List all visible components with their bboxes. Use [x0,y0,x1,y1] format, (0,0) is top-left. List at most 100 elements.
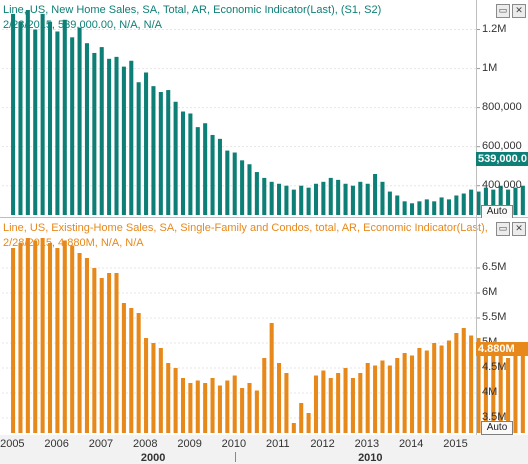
bar [173,101,178,215]
bar [77,253,82,433]
bar [513,355,518,433]
bar [321,370,326,433]
bar [210,134,215,215]
bar [417,201,422,215]
bar [166,90,171,215]
y-axis-divider [476,0,477,217]
bar [107,273,112,433]
restore-window-icon[interactable]: ▭ [496,4,510,18]
bar [217,385,222,433]
bar [262,177,267,215]
x-tick-label: 2015 [443,438,468,450]
bar [210,378,215,433]
bar [136,82,141,216]
bar [158,92,163,215]
bar [520,185,525,215]
bar [343,183,348,215]
chart-subtitle: 2/28/2015, 4.880M, N/A, N/A [3,237,144,249]
bar [358,181,363,215]
bar [254,172,259,215]
y-tick-label: 1.2M [482,22,507,35]
y-tick-label: 800,000 [482,100,522,113]
bar [483,187,488,215]
new-home-sales-legend: Line, US, New Home Sales, SA, Total, AR,… [3,3,381,33]
bar [476,338,481,433]
bar [454,195,459,215]
bar [380,360,385,433]
bar [513,187,518,215]
new-home-sales-panel: Line, US, New Home Sales, SA, Total, AR,… [0,0,528,219]
bar [203,383,208,433]
bar [225,150,230,215]
bar [313,183,319,215]
bar [180,111,186,215]
bar [506,189,511,215]
bar [387,191,392,215]
bar [225,380,230,433]
bar [195,380,200,433]
bar [373,365,378,433]
bar [336,373,341,433]
bar [195,127,200,215]
bar [136,313,141,433]
bar [277,183,282,215]
y-tick-label: 400,000 [482,178,522,191]
bar [70,245,75,433]
bar [520,348,525,433]
existing-home-sales-chart [2,238,525,433]
bar [84,258,89,433]
bar [373,174,378,215]
restore-window-icon[interactable]: ▭ [496,222,510,236]
bar [365,363,370,433]
close-window-icon[interactable]: ✕ [512,222,526,236]
new-home-sales-chart [2,10,525,216]
bar [454,333,459,433]
bar [129,60,134,216]
bar [40,238,45,433]
bar [424,350,429,433]
bar [11,248,16,433]
bar [47,21,53,216]
bar [47,243,53,433]
bar [158,348,163,433]
bar [262,358,267,433]
y-tick-label: 1M [482,61,498,74]
bar [144,72,149,215]
bar [180,378,186,433]
bar [240,388,245,433]
x-tick-label: 2013 [354,438,380,450]
bar [410,355,415,433]
bar [446,340,451,433]
x-tick-label: 2012 [310,438,335,450]
bar [11,13,16,216]
bar [439,345,444,433]
bar [321,181,326,215]
x-tick-label: 2006 [44,438,69,450]
bar [491,189,496,215]
bar [114,273,119,433]
bar [247,164,252,215]
auto-scale-button[interactable]: Auto [481,205,513,219]
x-tick-label: 2009 [177,438,202,450]
auto-scale-button[interactable]: Auto [481,421,513,435]
bar [62,19,67,216]
bar [55,31,60,216]
y-tick-label: 5.5M [482,311,507,323]
bar [33,29,38,215]
bar [70,37,75,215]
x-tick-label: 2014 [398,438,424,450]
close-window-icon[interactable]: ✕ [512,4,526,18]
bar [336,179,341,215]
bar [350,185,355,215]
bar [92,268,97,433]
bar [469,189,474,215]
x-tick-label: 2010 [221,438,247,450]
bar [380,181,385,215]
bar [328,378,333,433]
last-value-badge: 4.880M [476,342,528,356]
chart-title: Line, US, Existing-Home Sales, SA, Singl… [3,222,488,234]
bar [254,390,259,433]
bar [55,248,60,433]
bar [33,240,38,433]
bar [188,383,193,433]
